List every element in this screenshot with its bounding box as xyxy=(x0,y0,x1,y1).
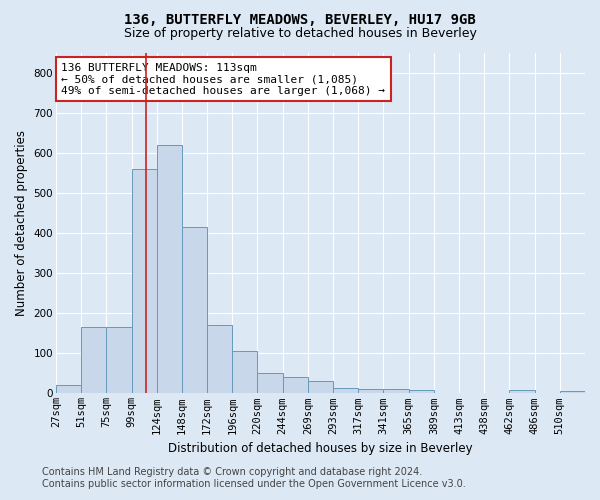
Bar xyxy=(232,352,257,394)
Bar xyxy=(509,390,535,394)
Text: Size of property relative to detached houses in Beverley: Size of property relative to detached ho… xyxy=(124,28,476,40)
Bar xyxy=(131,169,157,394)
Text: 136 BUTTERFLY MEADOWS: 113sqm
← 50% of detached houses are smaller (1,085)
49% o: 136 BUTTERFLY MEADOWS: 113sqm ← 50% of d… xyxy=(61,62,385,96)
Bar xyxy=(308,382,333,394)
Bar xyxy=(106,327,131,394)
Text: Contains HM Land Registry data © Crown copyright and database right 2024.
Contai: Contains HM Land Registry data © Crown c… xyxy=(42,468,466,489)
Bar xyxy=(56,386,81,394)
Bar xyxy=(207,325,232,394)
Bar xyxy=(560,392,585,394)
Bar xyxy=(409,390,434,394)
Bar xyxy=(358,388,383,394)
Bar xyxy=(283,378,308,394)
Bar xyxy=(383,390,409,394)
Bar xyxy=(182,227,207,394)
Text: 136, BUTTERFLY MEADOWS, BEVERLEY, HU17 9GB: 136, BUTTERFLY MEADOWS, BEVERLEY, HU17 9… xyxy=(124,12,476,26)
Bar xyxy=(257,372,283,394)
X-axis label: Distribution of detached houses by size in Beverley: Distribution of detached houses by size … xyxy=(168,442,473,455)
Bar xyxy=(333,388,358,394)
Bar xyxy=(157,144,182,394)
Y-axis label: Number of detached properties: Number of detached properties xyxy=(15,130,28,316)
Bar xyxy=(81,327,106,394)
